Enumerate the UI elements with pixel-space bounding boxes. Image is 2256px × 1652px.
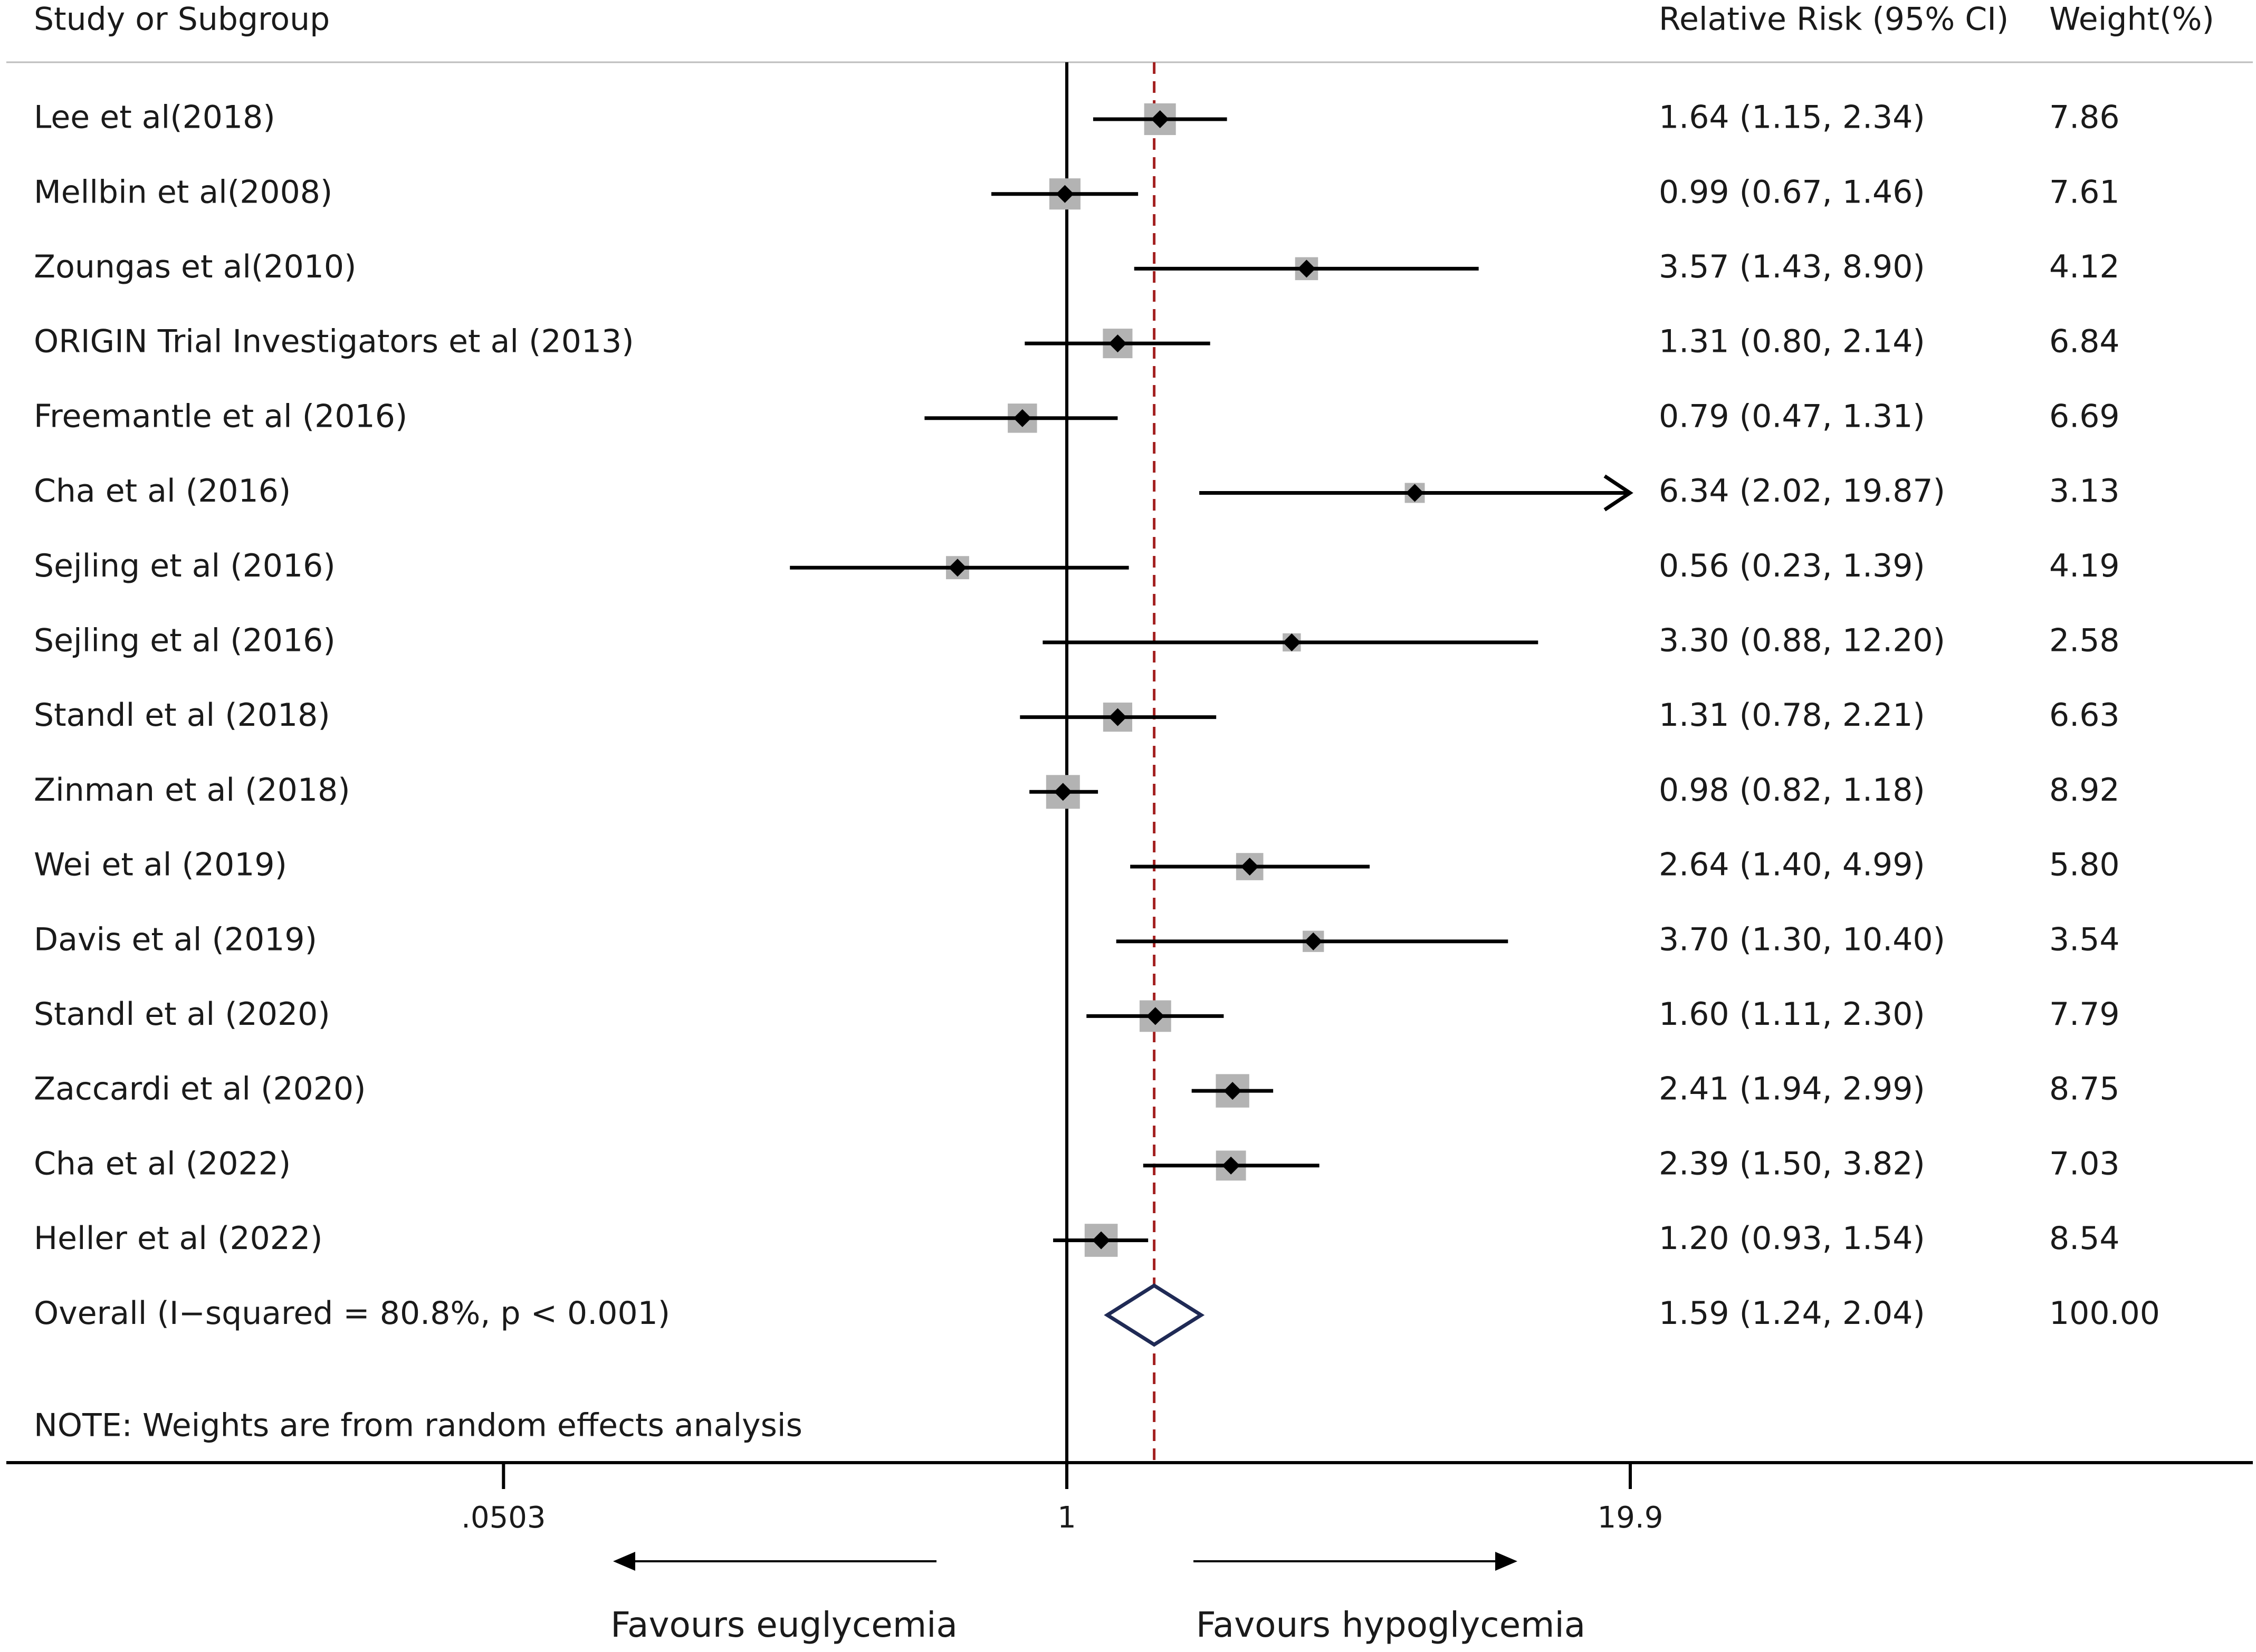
point-estimate xyxy=(1054,783,1072,801)
study-ci-text: 0.98 (0.82, 1.18) xyxy=(1659,772,1925,809)
study-weight-text: 8.75 xyxy=(2049,1071,2120,1108)
study-weight-text: 7.61 xyxy=(2049,174,2120,210)
point-estimate xyxy=(1056,185,1074,203)
study-label: Standl et al (2020) xyxy=(34,996,330,1033)
point-estimate xyxy=(1297,260,1316,278)
overall-weight-text: 100.00 xyxy=(2049,1295,2160,1332)
study-label: Cha et al (2022) xyxy=(34,1145,291,1182)
study-label: Heller et al (2022) xyxy=(34,1220,323,1257)
study-ci-text: 1.64 (1.15, 2.34) xyxy=(1659,99,1925,136)
study-weight-text: 2.58 xyxy=(2049,622,2120,659)
study-weight-text: 4.19 xyxy=(2049,548,2120,584)
study-weight-text: 8.54 xyxy=(2049,1220,2120,1257)
study-weight-text: 7.03 xyxy=(2049,1145,2120,1182)
point-estimate xyxy=(1151,110,1169,128)
study-label: Sejling et al (2016) xyxy=(34,548,336,584)
study-ci-text: 3.30 (0.88, 12.20) xyxy=(1659,622,1945,659)
study-ci-text: 1.31 (0.80, 2.14) xyxy=(1659,323,1925,360)
study-ci-text: 2.39 (1.50, 3.82) xyxy=(1659,1145,1925,1182)
study-weight-text: 7.79 xyxy=(2049,996,2120,1033)
ci-truncation-arrow xyxy=(1603,474,1633,512)
study-ci-text: 3.57 (1.43, 8.90) xyxy=(1659,248,1925,285)
point-estimate xyxy=(1108,334,1127,353)
study-ci-text: 3.70 (1.30, 10.40) xyxy=(1659,921,1945,958)
favours-right-arrowhead xyxy=(1495,1552,1517,1571)
point-estimate xyxy=(1092,1231,1111,1250)
overall-diamond xyxy=(1104,1283,1205,1347)
study-weight-text: 3.13 xyxy=(2049,473,2120,510)
x-tick-label: 1 xyxy=(1057,1501,1076,1535)
study-weight-text: 5.80 xyxy=(2049,847,2120,883)
study-label: Zinman et al (2018) xyxy=(34,772,350,809)
study-ci-text: 2.41 (1.94, 2.99) xyxy=(1659,1071,1925,1108)
study-label: Freemantle et al (2016) xyxy=(34,398,407,435)
overall-ci-text: 1.59 (1.24, 2.04) xyxy=(1659,1295,1925,1332)
favours-left-label: Favours euglycemia xyxy=(610,1605,958,1645)
study-weight-text: 6.84 xyxy=(2049,323,2120,360)
study-ci-text: 2.64 (1.40, 4.99) xyxy=(1659,847,1925,883)
study-ci-text: 0.99 (0.67, 1.46) xyxy=(1659,174,1925,210)
study-label: Mellbin et al(2008) xyxy=(34,174,332,210)
point-estimate xyxy=(1223,1082,1242,1100)
study-weight-text: 4.12 xyxy=(2049,248,2120,285)
study-label: Wei et al (2019) xyxy=(34,847,287,883)
point-estimate xyxy=(1283,633,1301,651)
study-label: Lee et al(2018) xyxy=(34,99,275,136)
study-label: Zaccardi et al (2020) xyxy=(34,1071,366,1108)
study-ci-text: 0.79 (0.47, 1.31) xyxy=(1659,398,1925,435)
study-weight-text: 6.63 xyxy=(2049,697,2120,734)
point-estimate xyxy=(1222,1156,1240,1175)
study-ci-text: 1.31 (0.78, 2.21) xyxy=(1659,697,1925,734)
study-weight-text: 7.86 xyxy=(2049,99,2120,136)
study-weight-text: 8.92 xyxy=(2049,772,2120,809)
study-ci-text: 0.56 (0.23, 1.39) xyxy=(1659,548,1925,584)
point-estimate xyxy=(948,559,967,577)
point-estimate xyxy=(1013,409,1031,427)
favours-right-label: Favours hypoglycemia xyxy=(1196,1605,1586,1645)
study-label: Sejling et al (2016) xyxy=(34,622,336,659)
weights-note: NOTE: Weights are from random effects an… xyxy=(34,1407,802,1444)
point-estimate xyxy=(1406,484,1424,502)
study-weight-text: 3.54 xyxy=(2049,921,2120,958)
study-label: ORIGIN Trial Investigators et al (2013) xyxy=(34,323,634,360)
study-label: Zoungas et al(2010) xyxy=(34,248,357,285)
study-ci-text: 1.60 (1.11, 2.30) xyxy=(1659,996,1925,1033)
point-estimate xyxy=(1240,858,1259,876)
point-estimate xyxy=(1146,1007,1164,1025)
x-tick-label: .0503 xyxy=(461,1501,546,1535)
study-ci-text: 6.34 (2.02, 19.87) xyxy=(1659,473,1945,510)
x-tick-label: 19.9 xyxy=(1598,1501,1664,1535)
study-label: Cha et al (2016) xyxy=(34,473,291,510)
favours-left-arrowhead xyxy=(613,1552,635,1571)
overall-label: Overall (I−squared = 80.8%, p < 0.001) xyxy=(34,1295,670,1332)
study-weight-text: 6.69 xyxy=(2049,398,2120,435)
point-estimate xyxy=(1304,932,1323,950)
study-label: Davis et al (2019) xyxy=(34,921,317,958)
study-ci-text: 1.20 (0.93, 1.54) xyxy=(1659,1220,1925,1257)
study-label: Standl et al (2018) xyxy=(34,697,330,734)
header-weight: Weight(%) xyxy=(2049,1,2214,38)
header-study: Study or Subgroup xyxy=(34,1,330,38)
point-estimate xyxy=(1108,708,1127,726)
header-effect: Relative Risk (95% CI) xyxy=(1659,1,2009,38)
